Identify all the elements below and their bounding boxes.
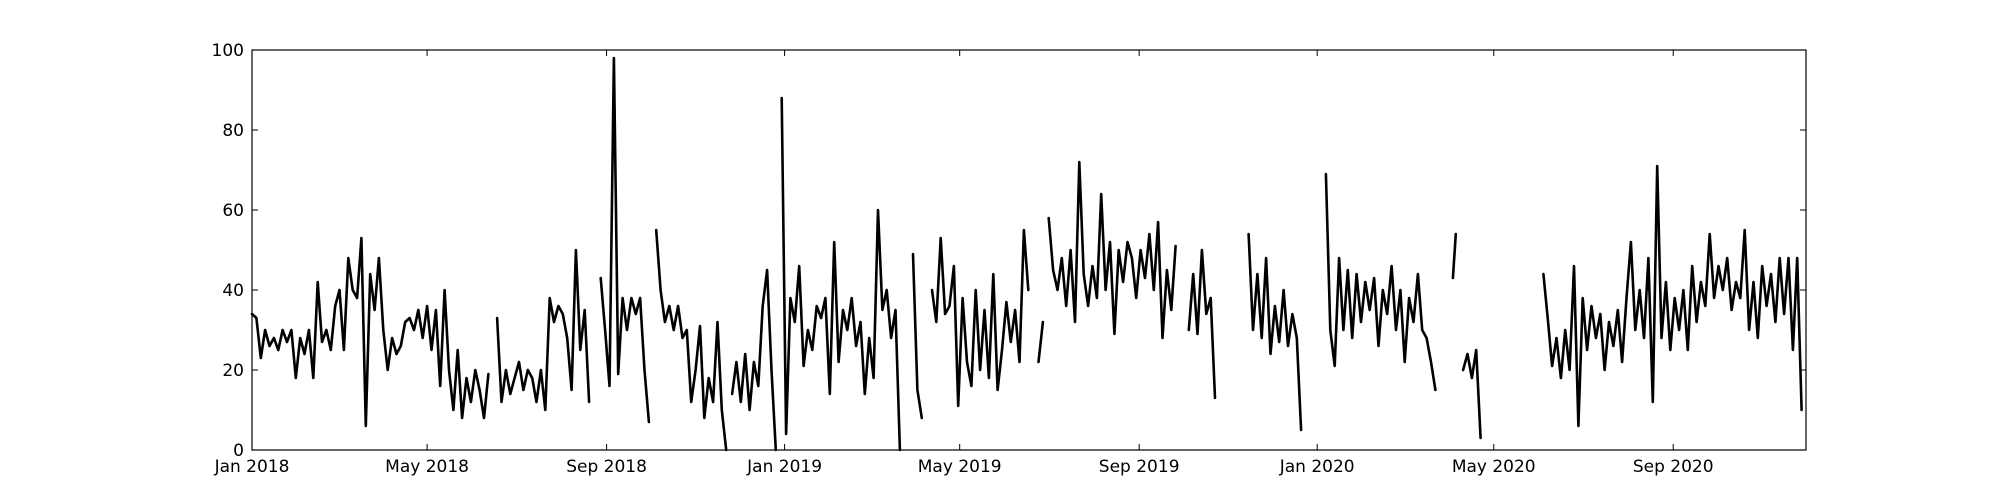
x-tick-label: May 2019: [918, 457, 1002, 477]
x-tick-label: Sep 2018: [566, 457, 647, 477]
series-line-segment: [495, 248, 591, 412]
series-line-segment: [930, 228, 1030, 408]
y-tick-label: 0: [233, 441, 244, 461]
series-line-segment: [250, 236, 490, 428]
series-line-segment: [1451, 232, 1458, 280]
x-tick-label: Jan 2018: [214, 457, 290, 477]
y-tick-label: 40: [222, 281, 244, 301]
y-tick-label: 100: [212, 41, 244, 61]
series-line-segment: [780, 96, 902, 452]
series-line-segment: [1247, 232, 1303, 432]
y-tick-label: 80: [222, 121, 244, 141]
series-line-segment: [599, 56, 651, 424]
series-line-segment: [1047, 160, 1177, 340]
series-line-segment: [1324, 172, 1437, 392]
series-line-segment: [730, 268, 778, 452]
x-tick-label: May 2020: [1452, 457, 1536, 477]
y-tick-label: 20: [222, 361, 244, 381]
series-line-segment: [1461, 348, 1482, 440]
x-tick-label: Sep 2019: [1099, 457, 1180, 477]
x-tick-label: Jan 2019: [746, 457, 822, 477]
ticks-layer: [251, 49, 1806, 451]
x-tick-label: May 2018: [385, 457, 469, 477]
y-tick-label: 60: [222, 201, 244, 221]
series-line-segment: [654, 228, 728, 452]
series-line-segment: [1187, 248, 1217, 400]
series-line-segment: [1037, 320, 1045, 364]
series-line-segment: [1542, 164, 1803, 428]
x-tick-label: Jan 2020: [1279, 457, 1355, 477]
plot-frame: [251, 49, 1807, 451]
tick-labels-layer: 0 20 40 60 80 100 Jan 2018 May 2018 Sep 2018 Jan …: [212, 41, 1714, 477]
x-tick-label: Sep 2020: [1633, 457, 1714, 477]
series-line-segment: [911, 252, 924, 420]
series-layer: [250, 56, 1803, 452]
